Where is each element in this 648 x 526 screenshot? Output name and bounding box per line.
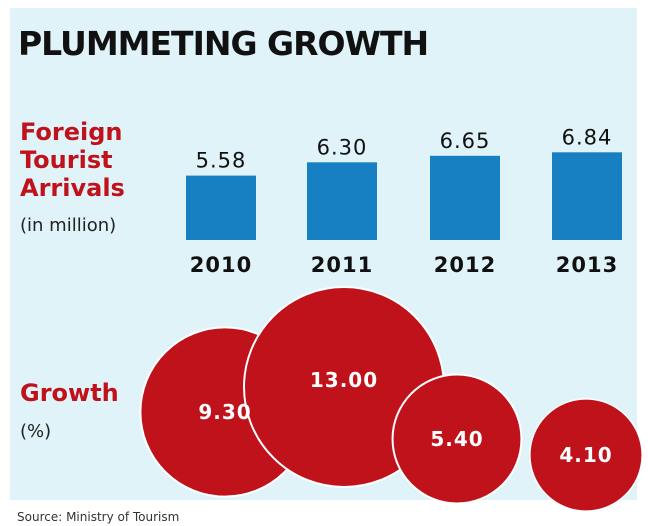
bubble-value-label-2011: 13.00: [310, 368, 378, 392]
growth-label: Growth: [20, 379, 119, 407]
bubble-series: [139, 286, 643, 512]
arrivals-label-line-1: Foreign: [20, 118, 123, 146]
bar-value-label-2012: 6.65: [440, 129, 491, 153]
bar-series: [186, 152, 622, 240]
bar-value-labels: 5.58 6.30 6.65 6.84: [196, 125, 613, 173]
year-label-2010: 2010: [190, 253, 252, 277]
bubble-value-label-2012: 5.40: [430, 427, 483, 451]
bubble-2012: [391, 373, 523, 505]
growth-unit-label: (%): [20, 421, 51, 442]
bar-value-label-2011: 6.30: [317, 135, 368, 159]
bar-2013: [552, 152, 622, 240]
bubble-value-label-2010: 9.30: [198, 400, 251, 424]
year-label-2013: 2013: [556, 253, 618, 277]
year-axis-labels: 2010 2011 2012 2013: [190, 253, 618, 277]
bar-value-label-2013: 6.84: [562, 125, 613, 149]
bar-value-label-2010: 5.58: [196, 149, 247, 173]
bar-2010: [186, 175, 256, 240]
bubble-2013: [529, 398, 643, 512]
bubble-value-labels: 9.30 13.00 5.40 4.10: [198, 368, 612, 467]
chart-title: PLUMMETING GROWTH: [18, 24, 428, 63]
arrivals-unit-label: (in million): [20, 215, 116, 236]
year-label-2012: 2012: [434, 253, 496, 277]
bar-2012: [430, 155, 500, 240]
bar-2011: [307, 162, 377, 240]
bubble-value-label-2013: 4.10: [559, 443, 612, 467]
arrivals-label-line-2: Tourist: [20, 146, 113, 174]
arrivals-label-line-3: Arrivals: [20, 174, 125, 202]
year-label-2011: 2011: [311, 253, 373, 277]
source-note: Source: Ministry of Tourism: [17, 510, 179, 524]
